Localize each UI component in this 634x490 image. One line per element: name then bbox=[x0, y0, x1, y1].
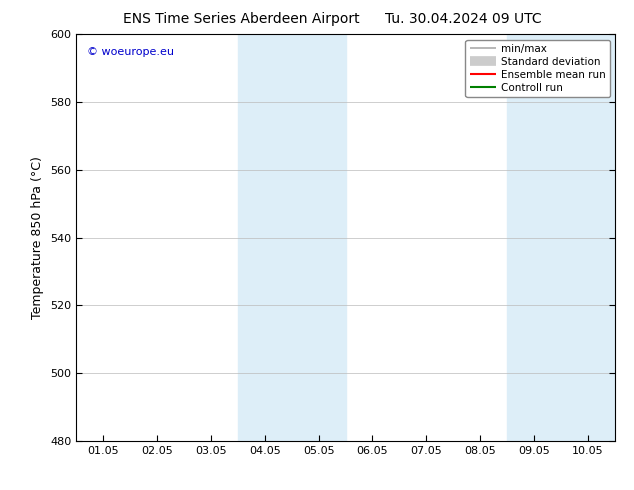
Legend: min/max, Standard deviation, Ensemble mean run, Controll run: min/max, Standard deviation, Ensemble me… bbox=[465, 40, 610, 97]
Text: Tu. 30.04.2024 09 UTC: Tu. 30.04.2024 09 UTC bbox=[384, 12, 541, 26]
Bar bbox=[561, 34, 615, 441]
Y-axis label: Temperature 850 hPa (°C): Temperature 850 hPa (°C) bbox=[32, 156, 44, 319]
Bar bbox=[238, 34, 292, 441]
Text: © woeurope.eu: © woeurope.eu bbox=[87, 47, 174, 56]
Text: ENS Time Series Aberdeen Airport: ENS Time Series Aberdeen Airport bbox=[122, 12, 359, 26]
Bar bbox=[292, 34, 346, 441]
Bar bbox=[507, 34, 561, 441]
